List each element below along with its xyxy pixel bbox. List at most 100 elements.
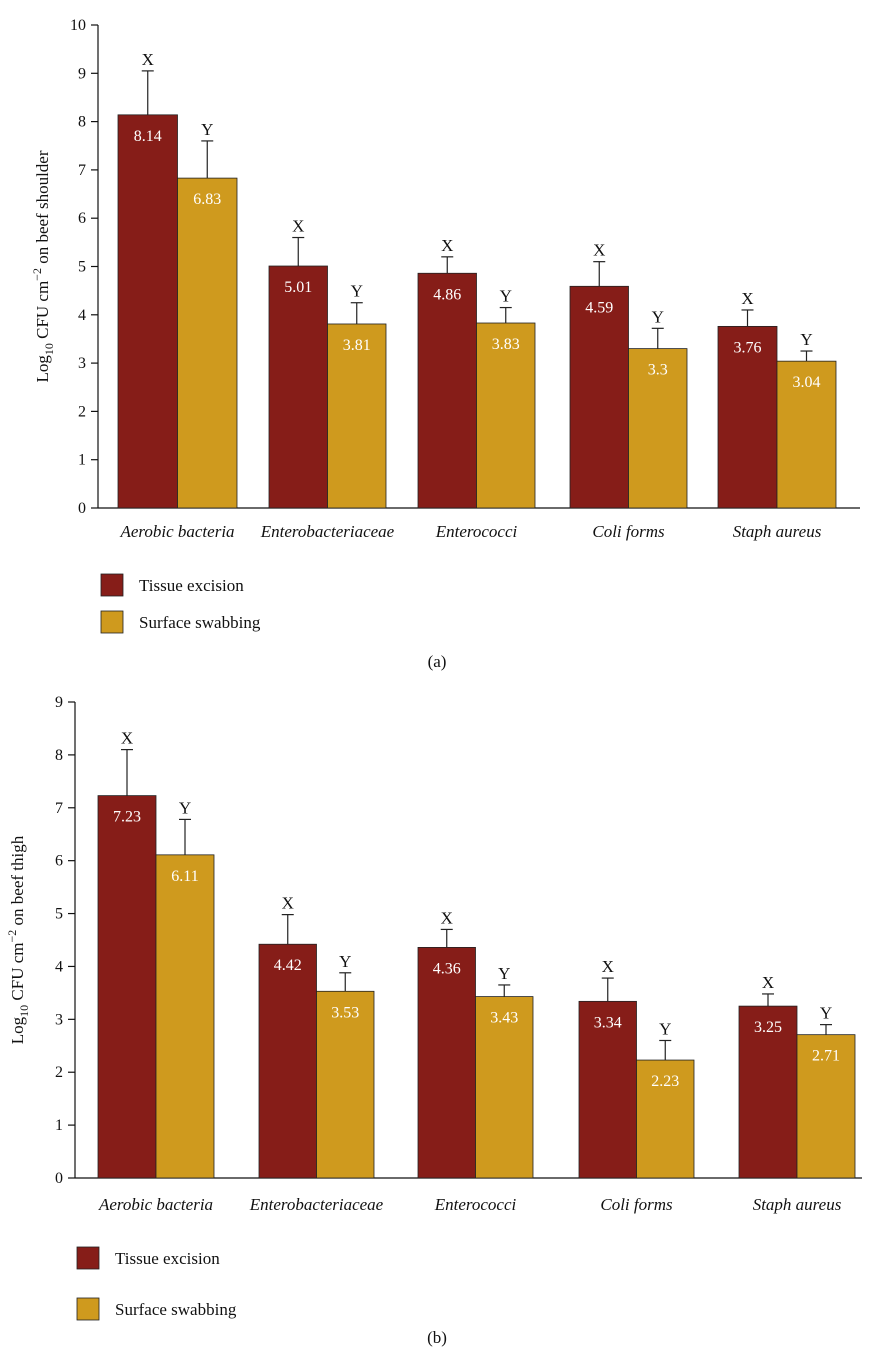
y-tick-label: 8 [78, 114, 86, 131]
x-category-label: Staph aureus [733, 522, 822, 541]
y-axis-title-prefix: Log [8, 1016, 27, 1044]
x-category-label: Enterococci [435, 522, 518, 541]
legend-swatch-tissue-excision [100, 573, 124, 597]
bar-value-label: 3.04 [793, 374, 821, 391]
bar-value-label: 6.83 [193, 191, 221, 208]
y-axis-title-prefix: Log [33, 355, 52, 383]
bar-surface-swabbing [776, 360, 837, 509]
significance-letter: Y [659, 1019, 671, 1038]
bar-value-label: 3.25 [754, 1019, 782, 1036]
bar-tissue-excision [268, 265, 328, 509]
significance-letter: X [292, 217, 304, 236]
y-tick-label: 4 [78, 307, 86, 324]
significance-letter: Y [351, 282, 363, 301]
significance-letter: Y [652, 307, 664, 326]
y-axis-title-sub: 10 [17, 1005, 31, 1017]
bar-surface-swabbing [316, 990, 375, 1179]
y-axis-title-suffix: on beef shoulder [33, 150, 52, 268]
y-tick-label: 7 [78, 162, 86, 179]
bar-value-label: 5.01 [284, 279, 312, 296]
significance-letter: X [441, 908, 453, 927]
y-tick-label: 3 [78, 355, 86, 372]
y-axis-title: Log10 CFU cm−2 on beef shoulder [30, 150, 56, 382]
significance-letter: X [282, 894, 294, 913]
significance-letter: X [602, 957, 614, 976]
significance-letter: X [762, 973, 774, 992]
y-axis-title-mid: CFU cm [8, 943, 27, 1005]
x-category-label: Aerobic bacteria [119, 522, 234, 541]
significance-letter: X [142, 50, 154, 69]
bar-tissue-excision [117, 114, 178, 509]
y-tick-label: 1 [55, 1117, 63, 1134]
x-category-label: Coli forms [592, 522, 665, 541]
panel-label: (b) [427, 1328, 447, 1347]
bar-tissue-excision [738, 1005, 798, 1179]
y-axis-title-sup: −2 [30, 268, 44, 281]
y-axis-title-sub: 10 [42, 343, 56, 355]
significance-letter: Y [800, 330, 812, 349]
significance-letter: X [741, 289, 753, 308]
bar-tissue-excision [97, 795, 157, 1179]
chart-panel-b: 0 1 2 3 4 5 6 7 8 9 Log10 CFU cm−2 on beef thigh X 7… [5, 694, 862, 1347]
legend-label: Surface swabbing [139, 613, 261, 632]
significance-letter: Y [179, 798, 191, 817]
bar-tissue-excision [717, 325, 778, 509]
legend-swatch-surface-swabbing [100, 610, 124, 634]
y-axis-title-sup: −2 [5, 930, 19, 943]
bar-tissue-excision [578, 1000, 637, 1179]
legend-label: Tissue excision [139, 576, 244, 595]
significance-letter: Y [339, 952, 351, 971]
bar-value-label: 3.83 [492, 336, 520, 353]
significance-letter: X [121, 729, 133, 748]
bar-value-label: 4.86 [433, 286, 461, 303]
bar-value-label: 3.43 [490, 1010, 518, 1027]
significance-letter: Y [201, 120, 213, 139]
bar-value-label: 3.34 [594, 1014, 622, 1031]
y-tick-label: 7 [55, 800, 63, 817]
bar-value-label: 3.3 [648, 362, 668, 379]
x-category-label: Enterobacteriaceae [260, 522, 395, 541]
y-tick-label: 0 [78, 500, 86, 517]
x-category-label: Staph aureus [753, 1195, 842, 1214]
legend-label: Surface swabbing [115, 1300, 237, 1319]
y-tick-label: 9 [78, 65, 86, 82]
bar-tissue-excision [569, 285, 629, 509]
bar-surface-swabbing [628, 348, 688, 509]
y-tick-label: 1 [78, 452, 86, 469]
y-tick-label: 2 [78, 403, 86, 420]
y-tick-label: 8 [55, 747, 63, 764]
y-tick-label: 2 [55, 1064, 63, 1081]
bar-tissue-excision [417, 947, 476, 1179]
x-category-label: Aerobic bacteria [98, 1195, 213, 1214]
bar-surface-swabbing [475, 996, 534, 1179]
bar-surface-swabbing [155, 854, 215, 1179]
legend-swatch-surface-swabbing [76, 1297, 100, 1321]
y-axis-title-suffix: on beef thigh [8, 835, 27, 929]
bar-tissue-excision [258, 943, 317, 1179]
bar-surface-swabbing [476, 322, 536, 509]
bar-value-label: 7.23 [113, 809, 141, 826]
y-tick-label: 4 [55, 958, 63, 975]
bar-value-label: 3.76 [734, 339, 762, 356]
x-category-label: Enterobacteriaceae [249, 1195, 384, 1214]
significance-letter: X [593, 241, 605, 260]
bar-value-label: 3.53 [331, 1004, 359, 1021]
bar-value-label: 6.11 [171, 868, 198, 885]
significance-letter: Y [500, 287, 512, 306]
bar-tissue-excision [417, 272, 477, 509]
legend-label: Tissue excision [115, 1249, 220, 1268]
y-axis-title: Log10 CFU cm−2 on beef thigh [5, 835, 31, 1044]
significance-letter: X [441, 236, 453, 255]
y-axis-title-mid: CFU cm [33, 281, 52, 343]
y-tick-label: 5 [78, 259, 86, 276]
x-category-label: Enterococci [434, 1195, 517, 1214]
bar-surface-swabbing [636, 1059, 695, 1179]
bar-value-label: 4.42 [274, 957, 302, 974]
bar-value-label: 8.14 [134, 128, 162, 145]
y-tick-label: 5 [55, 906, 63, 923]
bar-value-label: 3.81 [343, 337, 371, 354]
y-tick-label: 6 [55, 853, 63, 870]
panel-label: (a) [428, 652, 447, 671]
